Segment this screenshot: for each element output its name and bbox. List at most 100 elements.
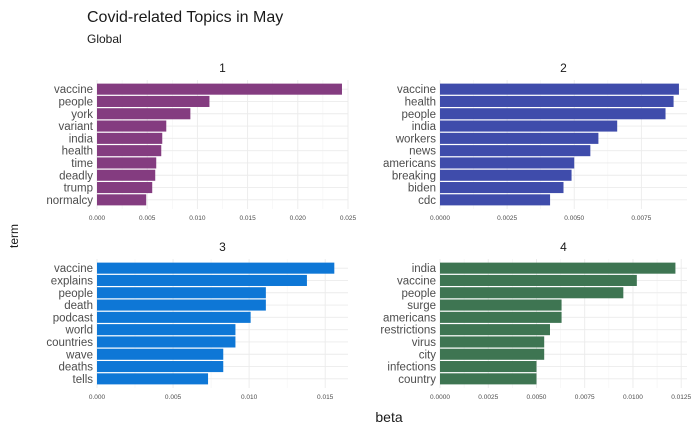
x-tick-label: 0.0050 — [527, 394, 547, 401]
x-tick-label: 0.025 — [340, 215, 357, 222]
term-label: workers — [395, 133, 437, 145]
bar-infections — [440, 361, 537, 373]
term-label: people — [401, 109, 436, 121]
term-label: trump — [64, 183, 93, 195]
term-label: restrictions — [380, 325, 436, 337]
panel-2: 2 0.0000 0.0025 0.0050 0.0075 vaccinehealthpe… — [383, 61, 687, 222]
x-tick-label: 0.015 — [239, 215, 256, 222]
term-label: vaccine — [54, 263, 93, 275]
term-label: americans — [383, 312, 436, 324]
term-label: health — [62, 146, 93, 158]
x-tick-label: 0.0100 — [623, 394, 643, 401]
bar-india — [440, 120, 618, 132]
x-tick-label: 0.0025 — [478, 394, 498, 401]
bar-trump — [97, 182, 153, 194]
bar-people — [440, 108, 666, 120]
x-tick-label: 0.015 — [317, 394, 334, 401]
bar-restrictions — [440, 324, 550, 336]
term-label: deaths — [58, 362, 93, 374]
panel-1: 1 0.000 0.005 0.010 0.015 0.020 0.025 vaccinepe… — [46, 61, 356, 222]
facet-label: 3 — [219, 240, 226, 254]
facet-label: 2 — [560, 61, 567, 75]
term-label: infections — [387, 362, 436, 374]
bar-americans — [440, 157, 575, 169]
term-label: people — [401, 288, 436, 300]
term-label: deadly — [59, 170, 93, 182]
bar-time — [97, 157, 157, 169]
term-label: biden — [408, 183, 436, 195]
term-label: world — [65, 325, 93, 337]
x-tick-label: 0.010 — [241, 394, 258, 401]
x-axis-title: beta — [375, 409, 402, 425]
bar-vaccine — [440, 274, 637, 286]
bar-countries — [97, 336, 236, 348]
term-label: health — [405, 96, 436, 108]
x-tick-label: 0.0000 — [430, 394, 450, 401]
term-label: countries — [46, 337, 93, 349]
bar-normalcy — [97, 194, 147, 206]
x-tick-label: 0.0125 — [671, 394, 691, 401]
term-label: india — [412, 121, 437, 133]
facet-panels: 10.000 0.005 0.010 0.015 0.020 0.025vaccinepe… — [46, 61, 691, 401]
term-label: cdc — [418, 195, 436, 207]
bar-death — [97, 299, 266, 311]
term-label: variant — [58, 121, 93, 133]
bar-vaccine — [440, 83, 679, 95]
panel-3: 3 0.000 0.005 0.010 0.015 vaccineexplainspeop… — [46, 240, 348, 401]
x-tick-label: 0.010 — [189, 215, 206, 222]
term-label: breaking — [392, 170, 436, 182]
chart-title: Covid-related Topics in May — [87, 9, 283, 26]
bar-people — [97, 287, 266, 299]
bar-vaccine — [97, 83, 342, 95]
bar-india — [97, 132, 163, 144]
term-label: normalcy — [46, 195, 93, 207]
bar-deaths — [97, 361, 224, 373]
x-tick-label: 0.020 — [290, 215, 307, 222]
bar-vaccine — [97, 262, 335, 274]
bar-surge — [440, 299, 562, 311]
bar-americans — [440, 311, 562, 323]
x-tick-label: 0.0075 — [575, 394, 595, 401]
bar-deadly — [97, 169, 156, 181]
term-label: india — [69, 133, 94, 145]
term-label: wave — [65, 349, 93, 361]
term-label: india — [412, 263, 437, 275]
term-label: country — [398, 374, 436, 386]
term-label: people — [58, 96, 93, 108]
bar-cdc — [440, 194, 551, 206]
facet-label: 4 — [560, 240, 567, 254]
bar-people — [97, 95, 210, 107]
y-axis-title: term — [7, 224, 21, 248]
bar-podcast — [97, 311, 251, 323]
term-label: tells — [73, 374, 94, 386]
chart-subtitle: Global — [87, 32, 122, 46]
panel-4: 4 0.0000 0.0025 0.0050 0.0075 0.0100 0.0125 ind… — [380, 240, 691, 401]
bar-explains — [97, 274, 307, 286]
x-tick-label: 0.000 — [89, 215, 106, 222]
term-label: death — [64, 300, 93, 312]
bar-biden — [440, 182, 564, 194]
term-label: city — [419, 349, 437, 361]
term-label: podcast — [53, 312, 94, 324]
term-label: vaccine — [397, 84, 436, 96]
bar-variant — [97, 120, 167, 132]
term-label: people — [58, 288, 93, 300]
bar-people — [440, 287, 624, 299]
bar-world — [97, 324, 236, 336]
bar-health — [97, 145, 162, 157]
term-label: vaccine — [54, 84, 93, 96]
x-tick-label: 0.0000 — [430, 215, 450, 222]
term-label: explains — [51, 275, 93, 287]
x-tick-label: 0.0025 — [497, 215, 517, 222]
x-tick-label: 0.005 — [139, 215, 156, 222]
bar-city — [440, 348, 545, 360]
x-tick-label: 0.0050 — [564, 215, 584, 222]
term-label: vaccine — [397, 275, 436, 287]
term-label: york — [71, 109, 93, 121]
x-tick-label: 0.005 — [165, 394, 182, 401]
term-label: time — [71, 158, 93, 170]
bar-wave — [97, 348, 224, 360]
bar-virus — [440, 336, 545, 348]
term-label: virus — [412, 337, 437, 349]
